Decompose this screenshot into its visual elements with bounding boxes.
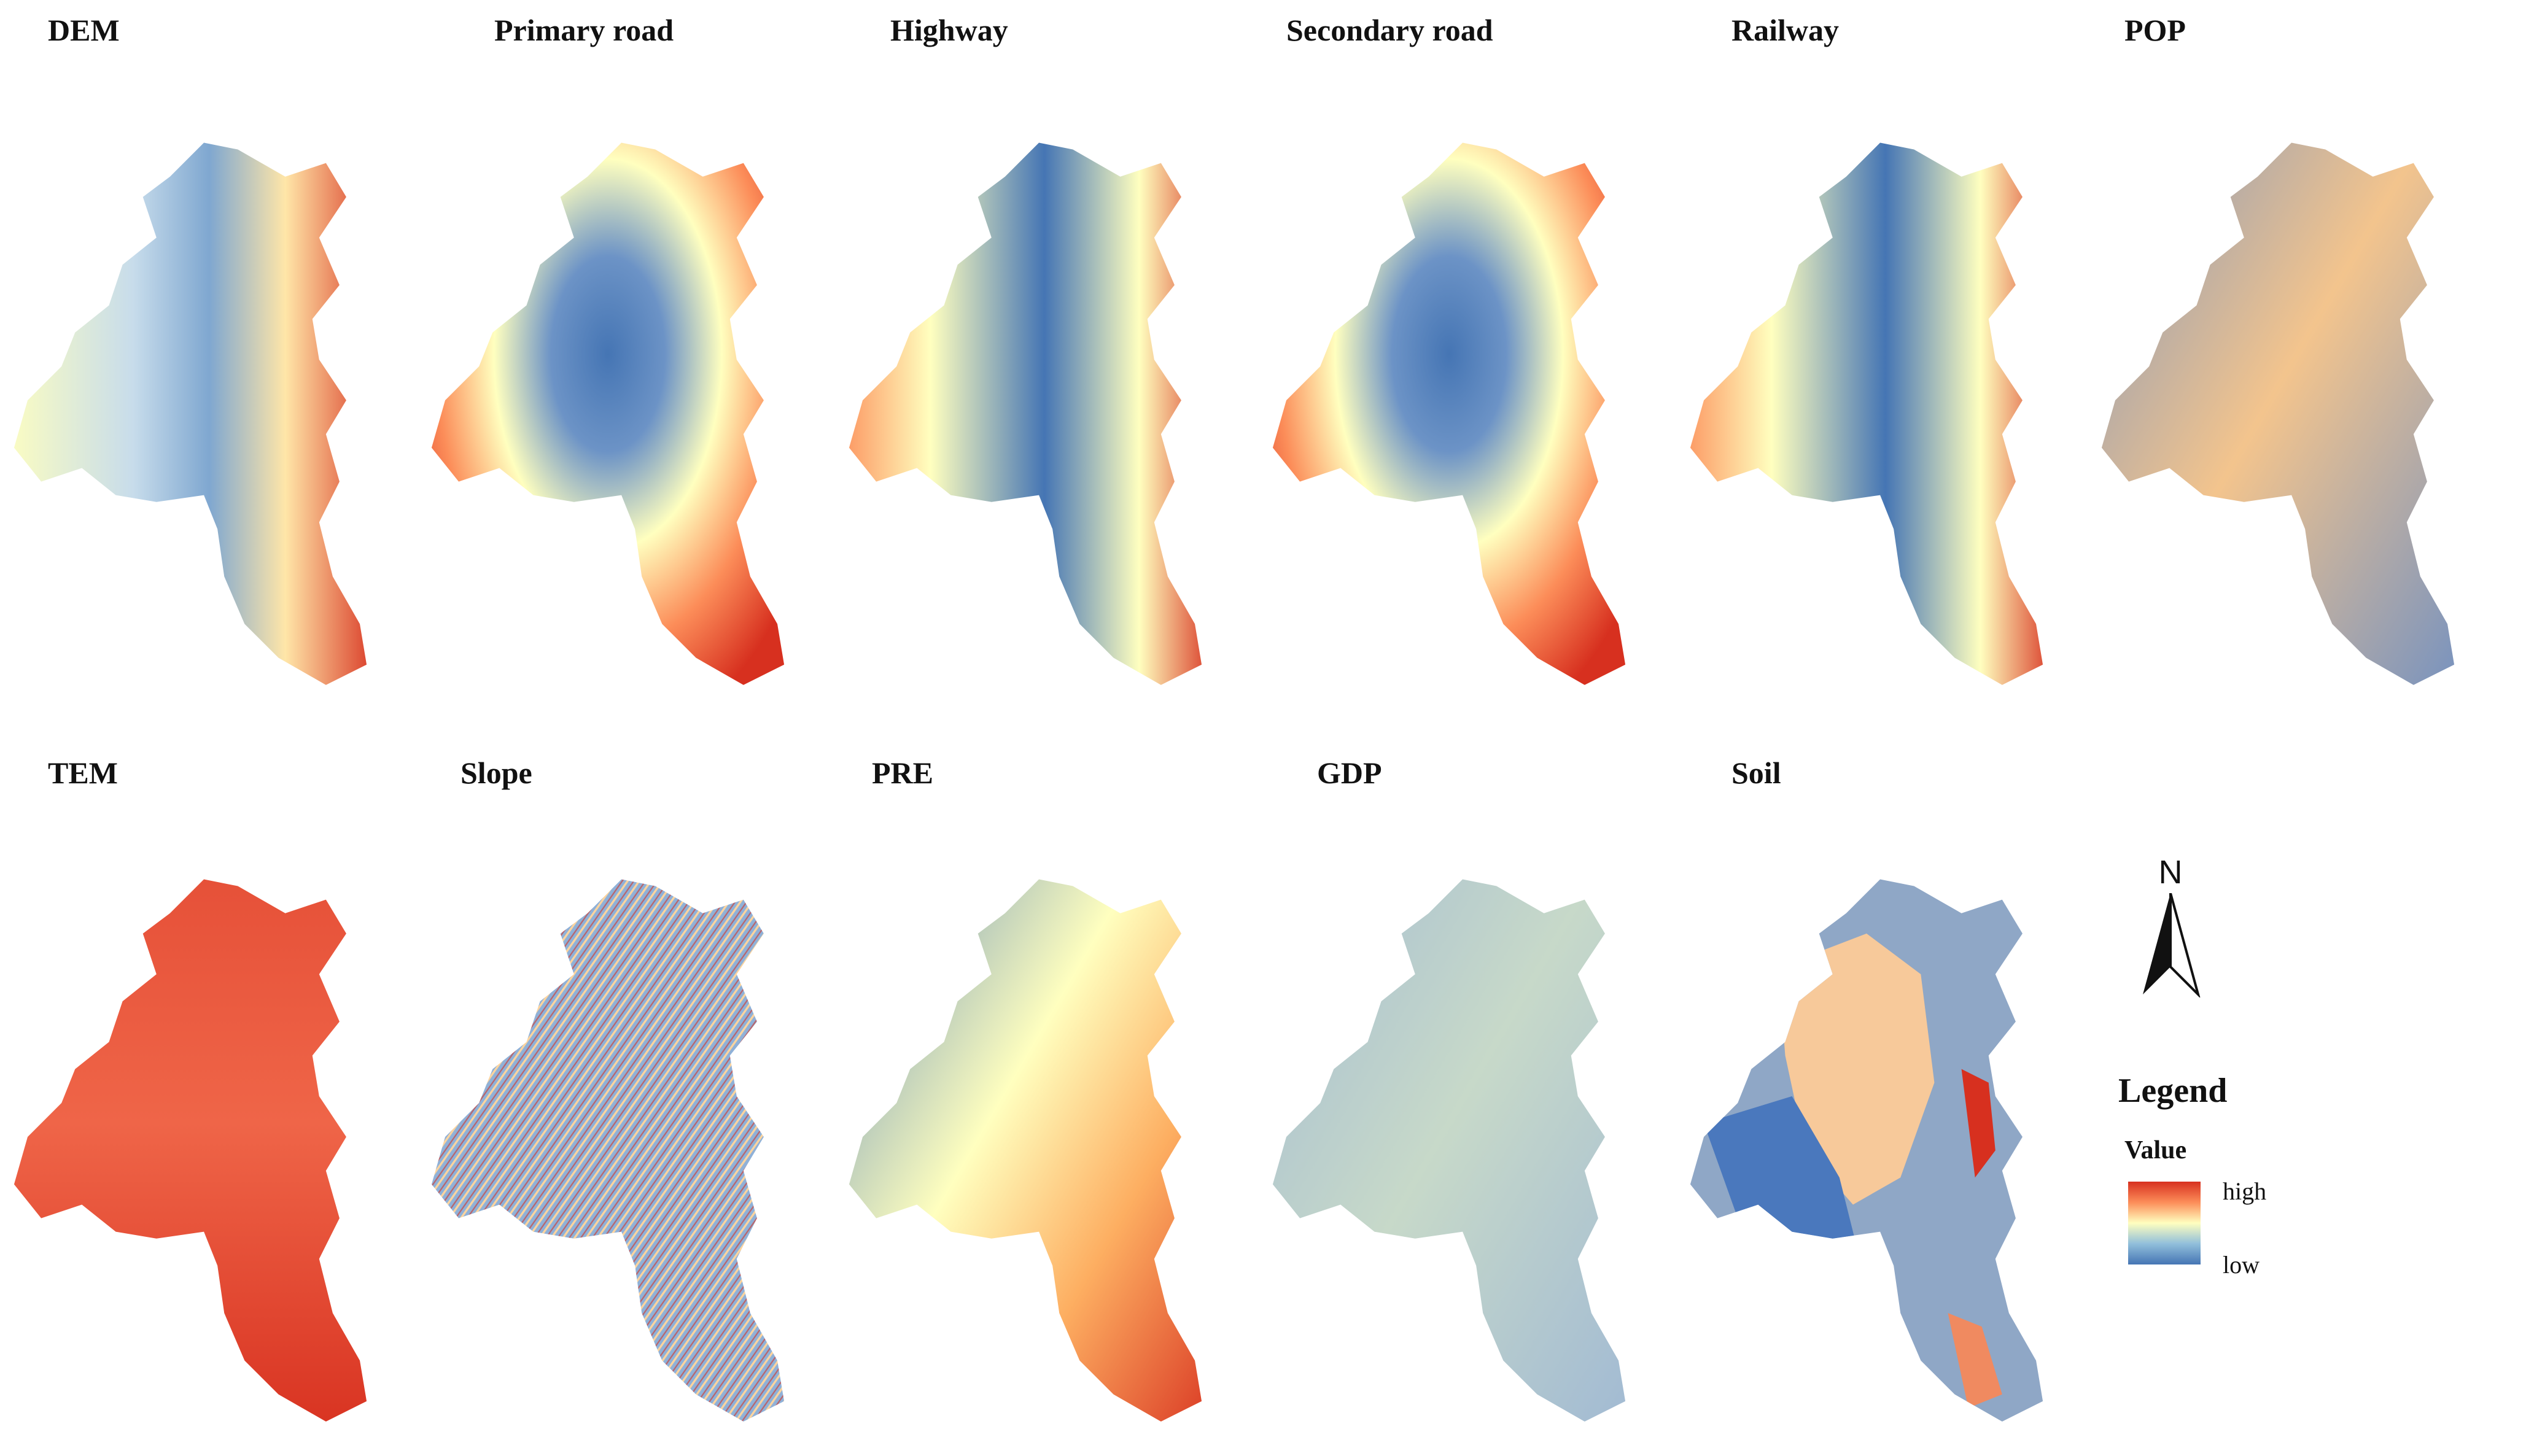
map-panel-dem: DEM: [0, 0, 381, 685]
legend: Legend Value high low: [2118, 1071, 2364, 1317]
legend-title: Legend: [2118, 1072, 2228, 1110]
map-panel-highway: Highway: [835, 0, 1216, 685]
pre-map: [849, 879, 1202, 1422]
secondary-road-map: [1272, 142, 1626, 685]
panel-title: Highway: [890, 13, 1008, 47]
panel-title: Railway: [1731, 13, 1839, 47]
panel-title: Primary road: [494, 13, 674, 47]
map-panel-soil: Soil: [1676, 743, 2057, 1422]
map-panel-slope: Slope: [418, 743, 798, 1422]
map-panel-pop: POP: [2088, 0, 2468, 685]
soil-map: [1690, 879, 2043, 1422]
panel-title: POP: [2124, 13, 2186, 47]
slope-map: [431, 879, 785, 1422]
panel-title: PRE: [872, 756, 933, 790]
legend-high-label: high: [2223, 1177, 2267, 1205]
panel-title: Soil: [1731, 756, 1781, 790]
panel-title: GDP: [1317, 756, 1382, 790]
legend-low-label: low: [2223, 1251, 2260, 1279]
tem-map: [14, 879, 367, 1422]
panel-title: DEM: [48, 13, 120, 47]
legend-subtitle: Value: [2124, 1136, 2187, 1164]
panel-title: Slope: [461, 756, 532, 790]
map-panel-tem: TEM: [0, 743, 381, 1422]
map-panel-secondary-road: Secondary road: [1259, 0, 1639, 685]
map-panel-gdp: GDP: [1259, 743, 1639, 1422]
panel-title: Secondary road: [1286, 13, 1493, 47]
gdp-map: [1272, 879, 1626, 1422]
map-panel-pre: PRE: [835, 743, 1216, 1422]
map-panel-railway: Railway: [1676, 0, 2057, 685]
highway-map: [849, 142, 1202, 685]
north-label: N: [2158, 854, 2183, 891]
pop-map: [2101, 142, 2455, 685]
primary-road-map: [431, 142, 785, 685]
north-arrow: N: [2137, 853, 2204, 997]
map-panel-primary-road: Primary road: [418, 0, 798, 685]
legend-color-ramp: [2128, 1182, 2201, 1264]
panel-title: TEM: [48, 756, 118, 790]
north-arrow-icon: [2143, 893, 2201, 997]
dem-map: [14, 142, 367, 685]
railway-map: [1690, 142, 2043, 685]
